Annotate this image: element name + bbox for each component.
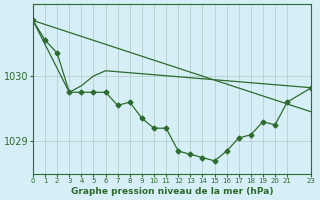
X-axis label: Graphe pression niveau de la mer (hPa): Graphe pression niveau de la mer (hPa) <box>71 187 273 196</box>
